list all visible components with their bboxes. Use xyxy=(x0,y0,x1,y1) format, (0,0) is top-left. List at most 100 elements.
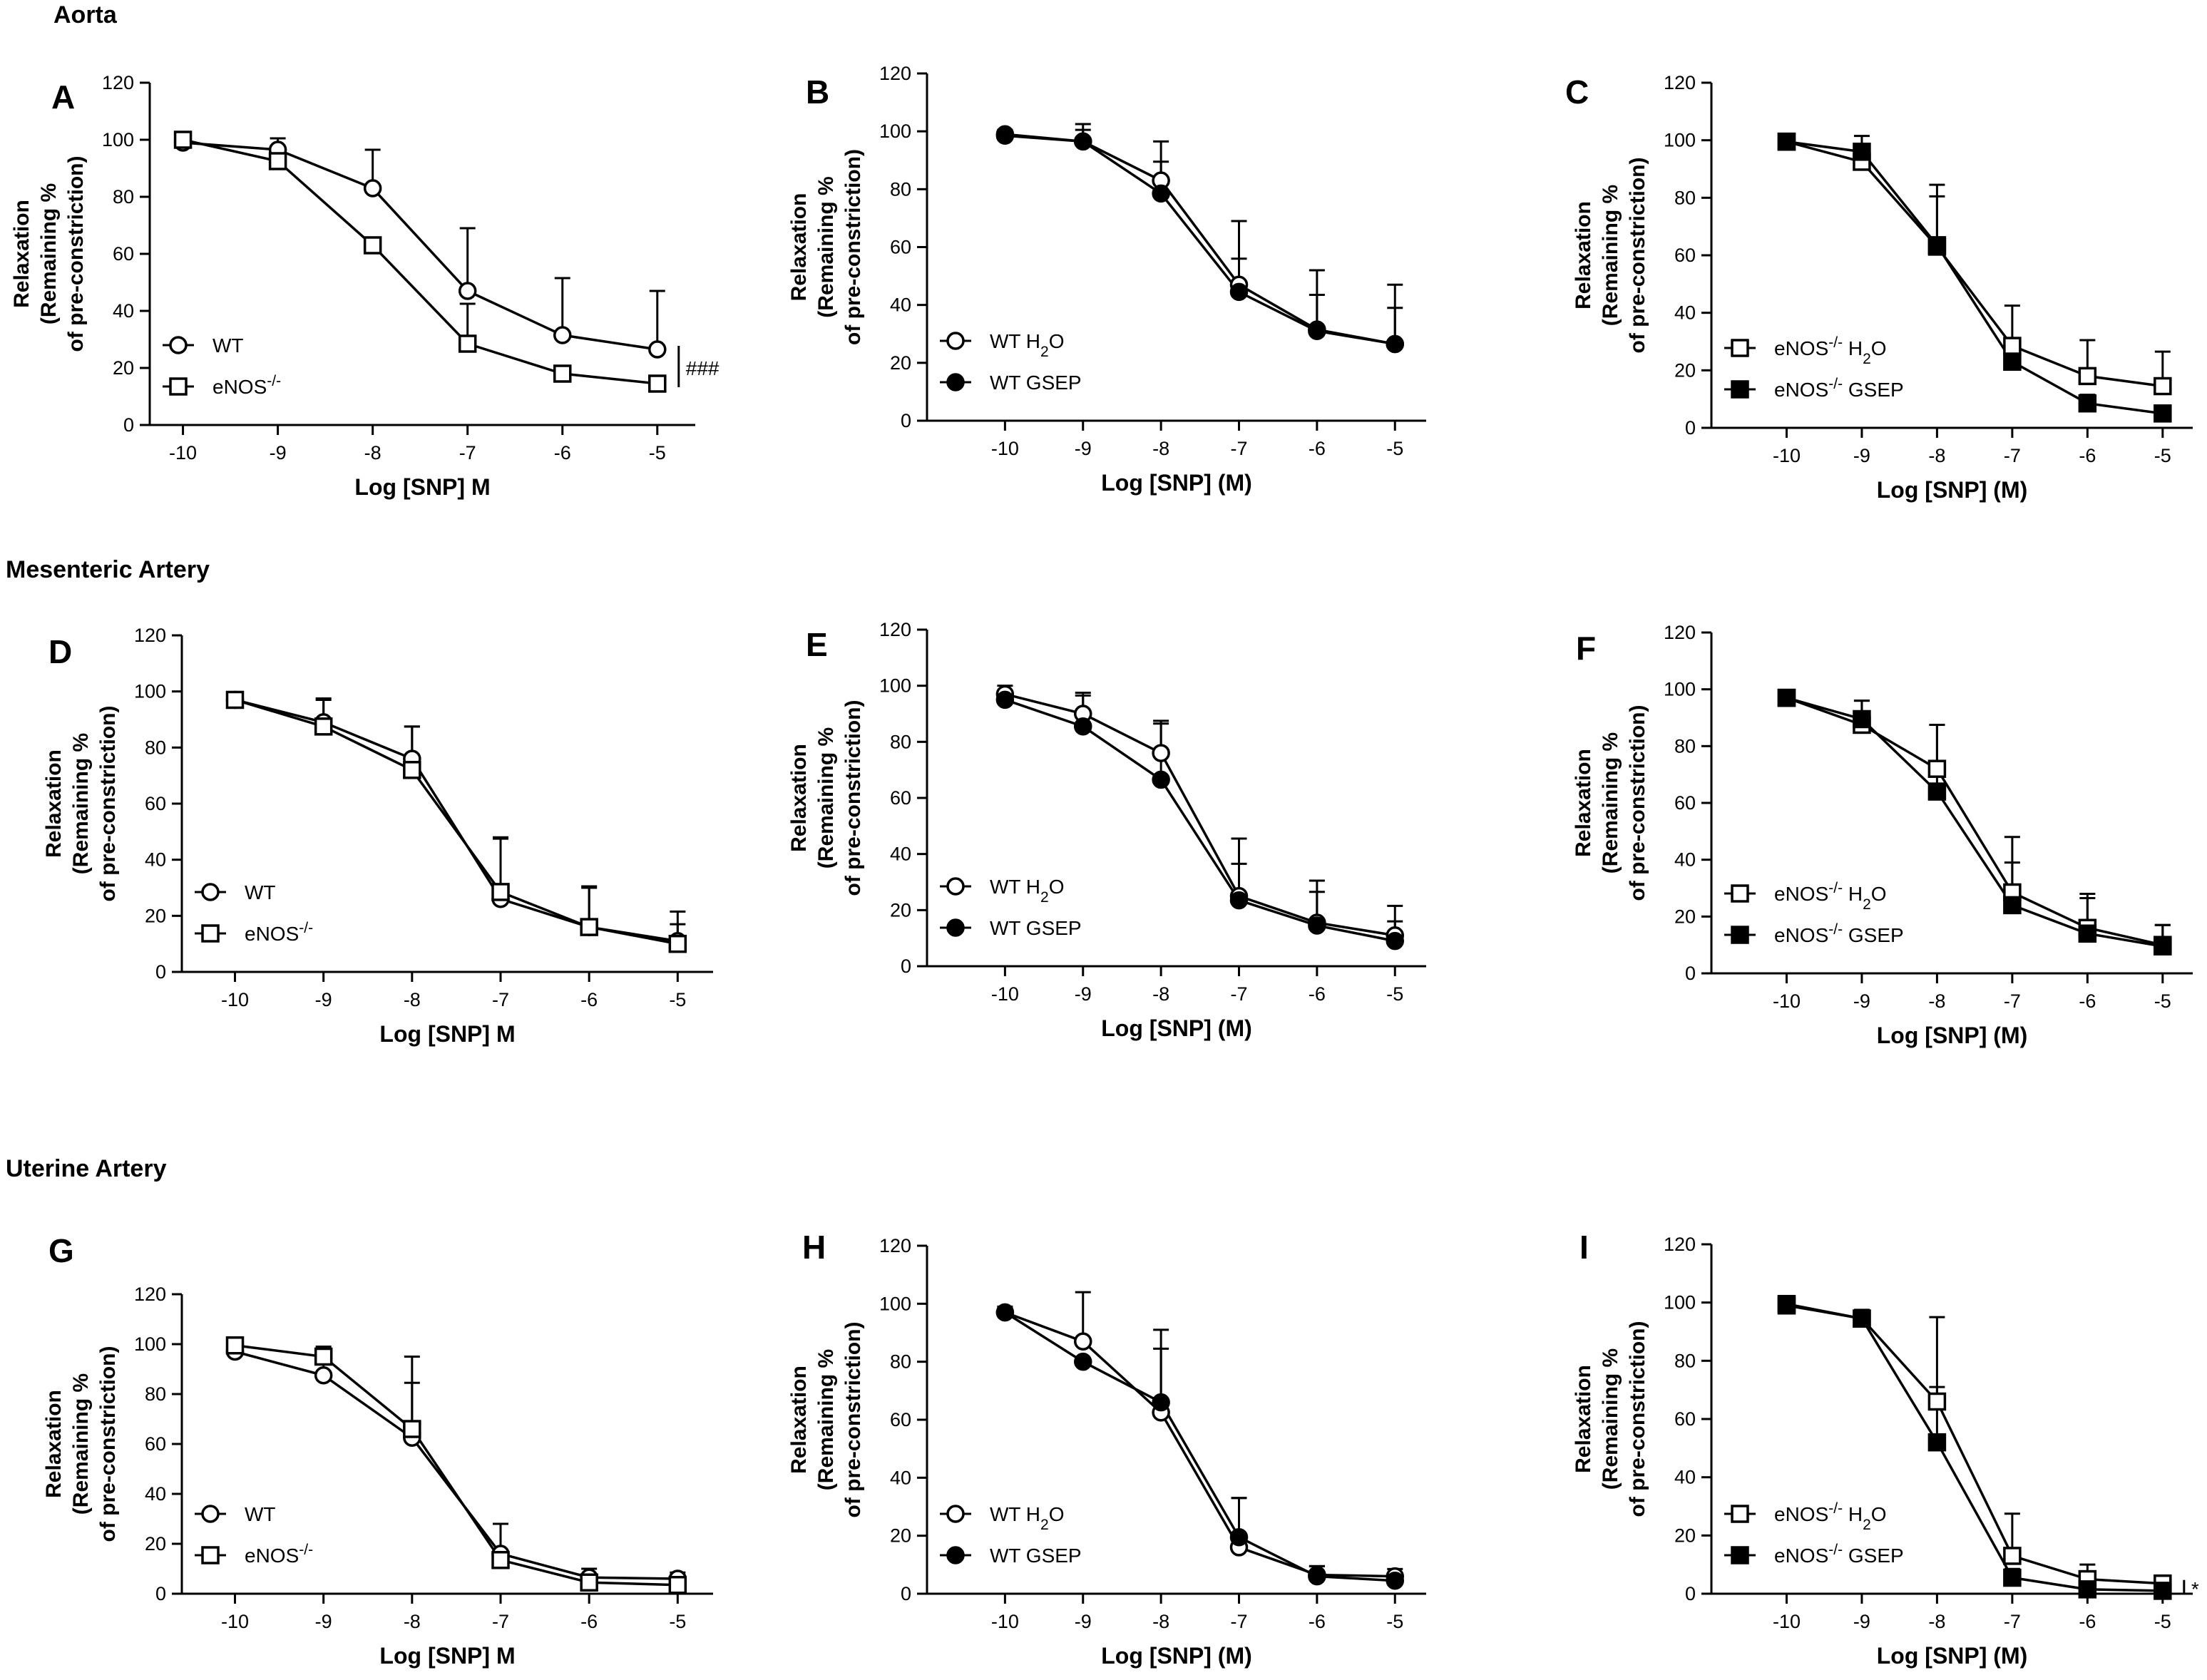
series-line xyxy=(1004,698,1396,943)
series-1 xyxy=(997,1291,1403,1578)
legend-label: WT xyxy=(212,334,244,357)
data-point xyxy=(1927,759,1947,778)
y-axis-title: (Remaining % xyxy=(37,183,61,324)
data-point xyxy=(995,690,1015,710)
y-tick-label: 120 xyxy=(1664,1234,1696,1255)
data-point xyxy=(2154,937,2172,956)
x-tick-label: -10 xyxy=(991,438,1019,459)
panel-letter: B xyxy=(806,73,829,111)
x-tick-label: -6 xyxy=(580,1611,598,1632)
y-tick-label: 60 xyxy=(145,793,166,814)
legend-entry: WT xyxy=(195,1503,276,1525)
chart-panel-e: E 0 20 40 60 80 100 120 -10 -9 -8 -7 -6 -5 Log [SNP] (… xyxy=(787,619,1426,1041)
x-tick-label: -10 xyxy=(1773,1611,1801,1632)
y-tick-label: 20 xyxy=(890,1525,911,1547)
legend-label: eNOS-/- H2O xyxy=(1774,880,1887,913)
y-tick-label: 120 xyxy=(102,72,134,93)
y-tick-label: 100 xyxy=(879,1293,911,1314)
legend-marker xyxy=(1731,1505,1749,1523)
y-tick-label: 40 xyxy=(890,844,911,865)
y-axis-title: (Remaining % xyxy=(814,176,838,317)
data-point xyxy=(1152,184,1170,203)
legend-entry: WT GSEP xyxy=(940,372,1082,394)
series-line xyxy=(1004,1311,1396,1582)
legend-marker xyxy=(946,373,965,391)
series-2 xyxy=(997,128,1403,346)
significance-label: * xyxy=(2191,1578,2199,1600)
series-2-markers xyxy=(995,690,1404,951)
y-axis-title: (Remaining % xyxy=(814,1349,838,1490)
legend-marker xyxy=(1731,339,1749,357)
x-tick-label: -5 xyxy=(2154,1611,2171,1632)
y-tick-label: 0 xyxy=(1685,963,1696,984)
data-point xyxy=(1853,143,1871,161)
legend-label: WT xyxy=(245,1503,276,1525)
series-1 xyxy=(175,135,665,351)
series-line xyxy=(1004,1311,1396,1578)
data-point xyxy=(1853,710,1871,729)
legend-label: eNOS-/- GSEP xyxy=(1774,921,1904,947)
data-point xyxy=(1229,1527,1249,1547)
panel-letter: C xyxy=(1565,73,1589,111)
x-tick-label: -8 xyxy=(364,442,382,463)
y-tick-label: 80 xyxy=(1674,187,1696,208)
x-tick-label: -8 xyxy=(1928,990,1945,1012)
legend-entry: eNOS-/- H2O xyxy=(1724,880,1887,913)
series-2 xyxy=(1778,694,2171,948)
legend-marker xyxy=(946,918,965,937)
y-tick-label: 60 xyxy=(1674,792,1696,814)
x-tick-label: -7 xyxy=(1230,438,1247,459)
series-line xyxy=(183,138,657,385)
x-tick-label: -6 xyxy=(2079,445,2096,466)
data-point xyxy=(403,1420,421,1438)
y-tick-label: 120 xyxy=(879,1235,911,1256)
y-tick-label: 40 xyxy=(890,294,911,316)
x-tick-label: -9 xyxy=(1075,983,1092,1005)
x-axis-title: Log [SNP] (M) xyxy=(1877,477,2028,503)
data-point xyxy=(363,179,382,198)
y-tick-label: 60 xyxy=(113,243,134,265)
data-point xyxy=(458,282,477,300)
x-tick-label: -9 xyxy=(270,442,287,463)
data-point xyxy=(1308,1567,1326,1586)
y-tick-label: 0 xyxy=(1685,417,1696,439)
y-axis-title: Relaxation xyxy=(787,1366,811,1474)
y-tick-label: 100 xyxy=(134,1333,166,1355)
y-tick-label: 40 xyxy=(113,300,134,322)
legend-entry: WT H2O xyxy=(940,1503,1065,1533)
data-point xyxy=(314,717,333,736)
y-tick-label: 40 xyxy=(890,1467,911,1488)
x-tick-label: -6 xyxy=(1309,438,1326,459)
x-tick-label: -10 xyxy=(991,983,1019,1005)
panel-letter: H xyxy=(802,1229,826,1266)
legend-entry: eNOS-/- H2O xyxy=(1724,334,1887,367)
y-tick-label: 40 xyxy=(1674,302,1696,324)
data-point xyxy=(648,340,667,359)
x-axis-title: Log [SNP] (M) xyxy=(1101,1015,1252,1041)
data-point xyxy=(1074,717,1092,736)
chart-panel-i: I 0 20 40 60 80 100 120 -10 -9 -8 -7 -6 -5 Log [SNP] (… xyxy=(1572,1229,2199,1669)
y-axis-title: of pre-constriction) xyxy=(64,156,88,352)
y-axis-title: Relaxation xyxy=(10,200,34,308)
x-tick-label: -8 xyxy=(1928,1611,1945,1632)
series-line xyxy=(235,698,678,943)
y-tick-label: 0 xyxy=(123,414,134,436)
legend-marker xyxy=(1731,884,1749,903)
x-tick-label: -6 xyxy=(1309,1611,1326,1632)
section-title-uterine: Uterine Artery xyxy=(6,1155,167,1182)
x-axis-title: Log [SNP] (M) xyxy=(1101,470,1252,496)
x-tick-label: -7 xyxy=(2004,1611,2021,1632)
data-point xyxy=(2078,924,2097,943)
series-2-markers xyxy=(995,126,1404,354)
data-point xyxy=(2003,337,2022,355)
y-tick-label: 20 xyxy=(145,1533,166,1554)
legend-marker xyxy=(201,883,220,901)
data-point xyxy=(1152,770,1170,789)
y-tick-label: 80 xyxy=(890,178,911,200)
legend-entry: WT GSEP xyxy=(940,1545,1082,1567)
y-tick-label: 100 xyxy=(102,129,134,150)
data-point xyxy=(1777,688,1796,707)
y-tick-label: 100 xyxy=(1664,130,1696,151)
y-axis-title: (Remaining % xyxy=(69,733,93,874)
y-axis-title: Relaxation xyxy=(42,1390,66,1498)
